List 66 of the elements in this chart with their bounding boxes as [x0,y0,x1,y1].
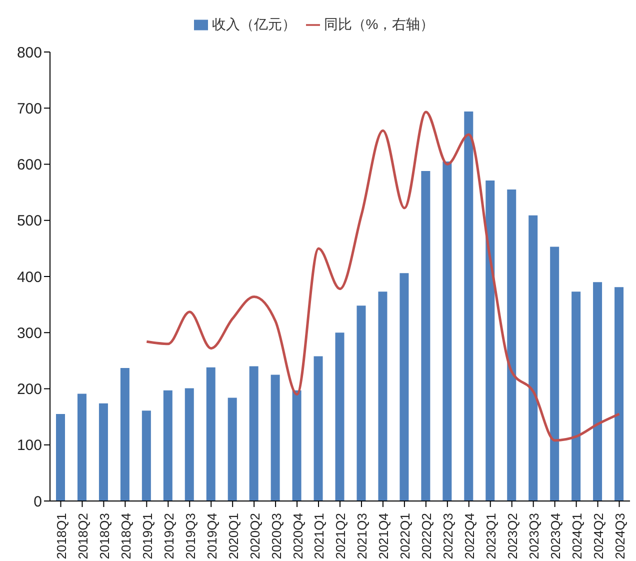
bar [249,366,258,501]
bar [400,273,409,501]
y-tick-label: 100 [16,437,42,454]
bar [120,368,130,501]
bar [421,170,430,501]
bar [56,414,65,501]
bar [98,403,108,501]
bar [228,398,237,501]
x-tick-label: 2020Q1 [226,513,241,560]
y-tick-label: 700 [16,100,42,118]
x-tick-label: 2024Q1 [570,513,585,560]
bar [528,215,538,501]
x-tick-label: 2019Q2 [161,513,176,560]
x-tick-label: 2022Q4 [462,513,478,560]
x-tick-label: 2019Q4 [204,513,220,560]
bar [486,180,495,501]
bar [507,190,516,501]
x-tick-label: 2020Q4 [290,513,306,560]
bar [314,356,323,501]
bar [464,111,474,501]
bar [292,390,302,501]
bar [77,394,86,501]
x-tick-label: 2024Q3 [612,513,628,560]
bar [550,246,560,501]
x-tick-label: 2022Q2 [419,513,434,560]
x-tick-label: 2018Q1 [54,513,69,560]
x-tick-label: 2022Q1 [398,513,413,560]
line-series [145,110,621,442]
bar [593,282,602,501]
bar [206,367,216,501]
x-tick-label: 2018Q2 [75,513,90,560]
bar [442,161,452,501]
x-tick-label: 2021Q2 [333,513,348,560]
x-tick-label: 2023Q2 [505,513,520,560]
y-tick-label: 300 [16,324,42,342]
x-tick-label: 2023Q4 [548,513,564,560]
x-tick-label: 2022Q3 [440,513,456,560]
bar [163,390,172,501]
bar [142,410,151,501]
y-tick-label: 500 [16,212,42,230]
legend-label: 同比（%，右轴） [324,16,434,32]
x-tick-label: 2018Q3 [96,513,112,560]
bar [378,292,388,501]
legend-label: 收入（亿元） [212,16,296,32]
x-tick-label: 2023Q1 [484,513,499,560]
x-tick-label: 2021Q4 [376,513,392,560]
bar [572,292,581,501]
y-tick-label: 400 [16,268,42,286]
x-tick-label: 2023Q3 [526,513,542,560]
bar [335,332,344,501]
x-tick-label: 2020Q3 [268,513,284,560]
x-tick-label: 2021Q1 [312,513,327,560]
x-tick-label: 2019Q1 [140,513,155,560]
y-tick-label: 600 [16,156,42,174]
y-tick-label: 800 [16,44,42,62]
x-tick-label: 2018Q4 [118,513,134,560]
y-tick-label: 0 [34,493,42,510]
bar [614,287,624,501]
x-tick-label: 2024Q2 [591,513,606,560]
x-tick-label: 2019Q3 [182,513,198,560]
bar [184,388,194,501]
y-tick-label: 200 [16,381,42,398]
bar [356,306,366,501]
x-tick-label: 2021Q3 [354,513,370,560]
x-tick-label: 2020Q2 [247,513,262,560]
bar [270,374,280,501]
